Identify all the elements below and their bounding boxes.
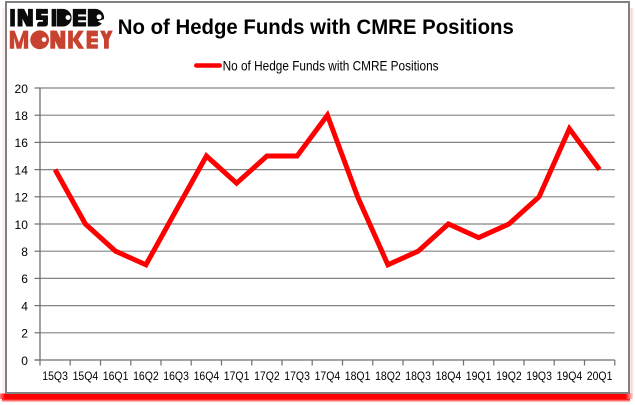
- svg-text:16Q4: 16Q4: [194, 369, 220, 383]
- svg-text:18: 18: [15, 109, 29, 123]
- svg-text:16: 16: [15, 136, 29, 150]
- svg-text:20: 20: [15, 82, 29, 96]
- svg-text:17Q1: 17Q1: [224, 369, 250, 383]
- svg-text:17Q4: 17Q4: [315, 369, 341, 383]
- svg-text:6: 6: [21, 272, 28, 286]
- svg-text:15Q4: 15Q4: [73, 369, 99, 383]
- svg-text:4: 4: [21, 299, 28, 313]
- svg-text:16Q3: 16Q3: [163, 369, 189, 383]
- svg-text:0: 0: [21, 354, 28, 368]
- svg-text:No of Hedge Funds with CMRE Po: No of Hedge Funds with CMRE Positions: [223, 59, 439, 74]
- svg-text:No of Hedge Funds with CMRE Po: No of Hedge Funds with CMRE Positions: [118, 15, 514, 39]
- svg-text:19Q1: 19Q1: [466, 369, 492, 383]
- svg-text:12: 12: [15, 191, 29, 205]
- svg-text:18Q1: 18Q1: [345, 369, 371, 383]
- svg-text:8: 8: [21, 245, 28, 259]
- svg-text:18Q4: 18Q4: [436, 369, 462, 383]
- svg-text:2: 2: [21, 327, 28, 341]
- svg-text:19Q4: 19Q4: [557, 369, 583, 383]
- svg-text:17Q2: 17Q2: [254, 369, 280, 383]
- svg-text:20Q1: 20Q1: [587, 369, 613, 383]
- svg-text:17Q3: 17Q3: [284, 369, 310, 383]
- svg-text:16Q1: 16Q1: [103, 369, 129, 383]
- svg-text:18Q2: 18Q2: [375, 369, 401, 383]
- svg-text:10: 10: [15, 218, 29, 232]
- svg-text:14: 14: [15, 163, 29, 177]
- svg-text:19Q2: 19Q2: [496, 369, 522, 383]
- svg-text:16Q2: 16Q2: [133, 369, 159, 383]
- svg-text:15Q3: 15Q3: [42, 369, 68, 383]
- svg-text:18Q3: 18Q3: [405, 369, 431, 383]
- svg-text:19Q3: 19Q3: [526, 369, 552, 383]
